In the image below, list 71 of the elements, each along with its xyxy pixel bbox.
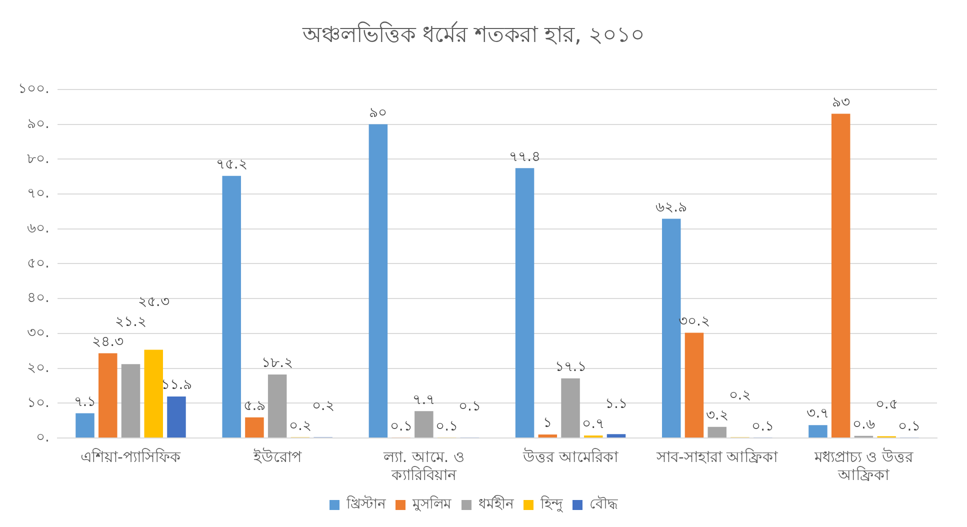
x-tick-label: ইউরোপ — [252, 448, 302, 466]
data-label: ৬২.৯ — [656, 199, 688, 216]
data-label: ২৪.৩ — [92, 334, 124, 350]
legend-label: হিন্দু — [540, 496, 564, 513]
data-label: ৫.৯ — [243, 398, 266, 414]
bar — [831, 114, 850, 438]
bar — [684, 332, 704, 438]
data-label: ০.২ — [288, 418, 312, 434]
data-label: ৭৭.৪ — [509, 148, 541, 165]
y-tick-label: ৮০. — [26, 150, 50, 167]
bar — [606, 434, 626, 438]
legend-label: বৌদ্ধ — [590, 496, 618, 513]
data-label: ৭.১ — [74, 394, 96, 410]
chart-title: অঞ্চলভিত্তিক ধর্মের শতকরা হার, ২০১০ — [302, 20, 644, 48]
bar — [144, 350, 163, 438]
data-label: ৭.৭ — [412, 392, 436, 408]
bar — [368, 124, 388, 438]
bar — [98, 353, 118, 438]
data-label: ১ — [543, 415, 552, 432]
data-label: ০.২ — [728, 387, 752, 404]
data-label: ০.১ — [436, 418, 458, 434]
y-tick-label: ৫০. — [26, 255, 50, 272]
bar — [121, 364, 140, 438]
bar — [662, 218, 681, 438]
y-tick-label: ৩০. — [26, 325, 50, 342]
bar — [561, 378, 580, 438]
bar — [708, 426, 726, 438]
bar — [222, 176, 241, 438]
y-tick-label: ৭০. — [26, 186, 50, 202]
data-label: ০.১ — [390, 418, 412, 434]
data-label: ২১.২ — [115, 314, 146, 330]
legend-label: মুসলিম — [412, 496, 452, 513]
data-label: ১৭.১ — [554, 359, 586, 376]
x-tick-label: উত্তর আমেরিকা — [522, 448, 619, 466]
data-label: ৭৫.২ — [216, 156, 248, 172]
data-label: ০.২ — [312, 398, 334, 414]
legend-label: ধর্মহীন — [478, 496, 514, 513]
bar — [268, 374, 287, 438]
data-label: ২৫.৩ — [138, 294, 170, 310]
data-label: ৩.২ — [706, 407, 728, 424]
data-label: ৯০ — [369, 104, 388, 121]
x-tick-label: সাব-সাহারা আফ্রিকা — [656, 448, 779, 466]
bar — [245, 417, 264, 438]
bar — [76, 413, 94, 438]
y-tick-label: ১০০. — [18, 81, 50, 98]
data-label: ০.৫ — [875, 396, 898, 413]
bar — [538, 434, 558, 438]
legend-label: খ্রিস্টান — [346, 496, 386, 513]
y-tick-label: ২০. — [26, 360, 50, 376]
data-label: ১.১ — [605, 396, 628, 412]
y-tick-label: ৪০. — [26, 290, 50, 306]
y-tick-label: ৬০. — [26, 220, 50, 236]
x-tick-label: মধ্যপ্রাচ্য ও উত্তর আফ্রিকা — [813, 448, 914, 484]
data-label: ০.১ — [752, 418, 774, 434]
bar — [808, 425, 828, 438]
data-label: ৯৩ — [832, 94, 850, 110]
data-label: ১১.৯ — [160, 377, 192, 394]
data-label: ০.১ — [898, 418, 921, 434]
x-tick-label: এশিয়া-প্যাসিফিক — [80, 448, 181, 466]
data-label: ০.৬ — [852, 416, 875, 433]
data-label: ১৮.২ — [262, 355, 294, 372]
data-label: ০.১ — [458, 398, 481, 414]
y-tick-label: ১০. — [26, 394, 50, 411]
data-label: ০.৭ — [582, 416, 605, 432]
bar — [515, 168, 534, 438]
data-label: ৩.৭ — [806, 406, 830, 422]
y-tick-label: ৯০. — [26, 116, 50, 132]
y-tick-label: ০. — [36, 430, 50, 446]
x-tick-label: ল্যা. আমে. ও ক্যারিবিয়ান — [382, 448, 464, 484]
bar — [414, 411, 434, 438]
bar — [167, 396, 186, 438]
